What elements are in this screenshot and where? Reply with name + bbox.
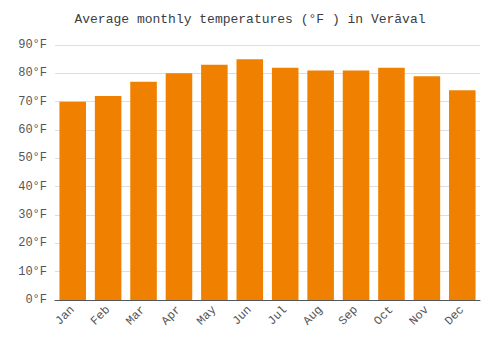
svg-text:0°F: 0°F [25,293,47,307]
svg-text:20°F: 20°F [18,236,47,250]
svg-text:Oct: Oct [371,303,396,328]
svg-text:Jun: Jun [230,303,255,328]
svg-text:Jan: Jan [53,303,78,328]
svg-text:Sep: Sep [336,303,361,328]
svg-text:Aug: Aug [300,303,325,328]
svg-text:80°F: 80°F [18,66,47,80]
svg-text:Apr: Apr [159,303,184,328]
svg-text:Nov: Nov [407,303,432,328]
svg-text:Feb: Feb [88,303,113,328]
svg-text:50°F: 50°F [18,151,47,165]
svg-text:90°F: 90°F [18,38,47,52]
svg-text:Average monthly temperatures (: Average monthly temperatures (°F ) in Ve… [74,12,425,27]
svg-text:Dec: Dec [442,303,467,328]
svg-text:May: May [194,303,219,328]
svg-text:40°F: 40°F [18,180,47,194]
svg-text:Mar: Mar [123,303,148,328]
svg-text:70°F: 70°F [18,95,47,109]
svg-text:60°F: 60°F [18,123,47,137]
svg-text:30°F: 30°F [18,208,47,222]
svg-text:Jul: Jul [265,303,290,328]
svg-text:10°F: 10°F [18,265,47,279]
